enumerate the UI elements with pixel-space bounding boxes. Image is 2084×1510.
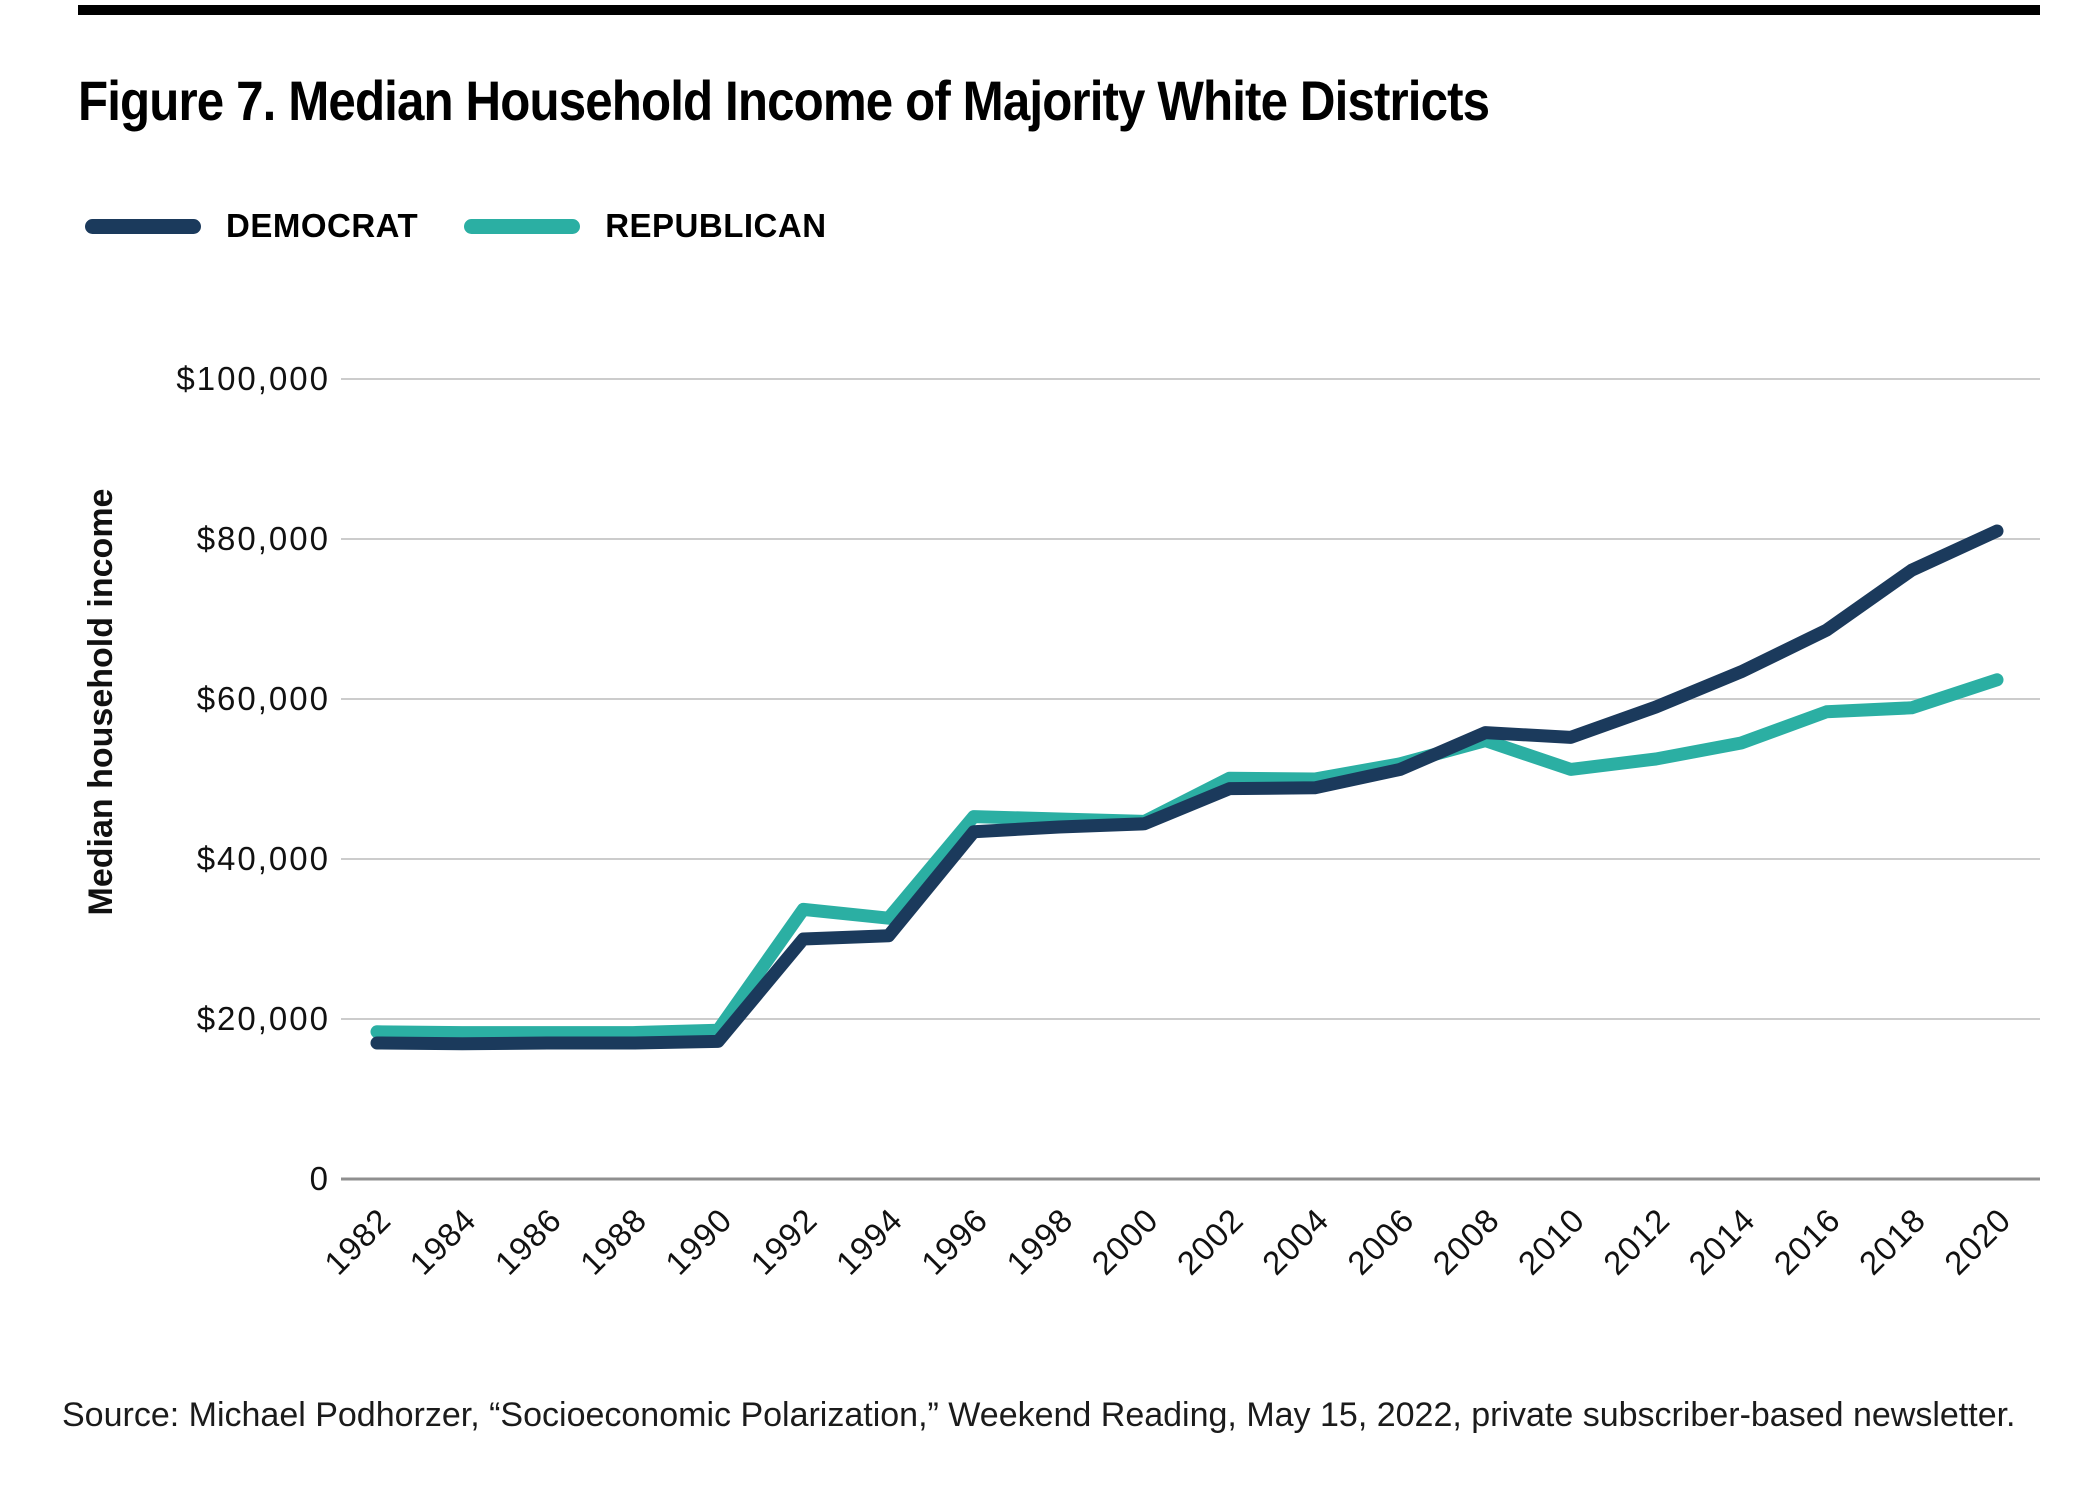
x-tick-label: 2012: [1596, 1201, 1677, 1282]
x-tick-label: 1994: [829, 1201, 910, 1282]
x-tick-label: 1984: [402, 1201, 483, 1282]
y-tick-label: $60,000: [197, 680, 330, 717]
republican-line-swatch: [464, 218, 581, 234]
x-tick-label: 1986: [488, 1201, 569, 1282]
x-tick-label: 2006: [1340, 1201, 1421, 1282]
y-tick-label: $80,000: [197, 520, 330, 557]
x-tick-label: 2016: [1767, 1201, 1848, 1282]
x-tick-label: 1990: [658, 1201, 739, 1282]
series-line-republican: [370, 673, 2004, 1040]
y-tick-label: $40,000: [197, 840, 330, 877]
y-tick-label: $100,000: [176, 360, 330, 397]
legend-item-republican: REPUBLICAN: [464, 207, 826, 245]
x-tick-label: 1998: [999, 1201, 1080, 1282]
y-axis-title: Median household income: [82, 489, 120, 916]
series-line-democrat: [370, 524, 2004, 1051]
x-tick-label: 2020: [1937, 1201, 2018, 1282]
x-tick-label: 2008: [1425, 1201, 1506, 1282]
chart-legend: DEMOCRAT REPUBLICAN: [85, 207, 827, 245]
democrat-line-swatch: [85, 218, 201, 234]
x-tick-label: 1982: [317, 1201, 398, 1282]
source-note: Source: Michael Podhorzer, “Socioeconomi…: [62, 1396, 2016, 1434]
x-tick-label: 2002: [1170, 1201, 1251, 1282]
x-tick-label: 1992: [743, 1201, 824, 1282]
figure-title: Figure 7. Median Household Income of Maj…: [78, 69, 1490, 132]
y-tick-label: $20,000: [197, 1000, 330, 1037]
x-tick-label: 1988: [573, 1201, 654, 1282]
x-tick-label: 2014: [1681, 1201, 1762, 1282]
x-tick-label: 1996: [914, 1201, 995, 1282]
y-tick-label: 0: [310, 1160, 330, 1197]
legend-label-republican: REPUBLICAN: [605, 207, 827, 244]
x-tick-label: 2000: [1084, 1201, 1165, 1282]
legend-label-democrat: DEMOCRAT: [226, 207, 419, 244]
top-rule: [78, 5, 2040, 15]
x-tick-label: 2010: [1511, 1201, 1592, 1282]
x-tick-label: 2004: [1255, 1201, 1336, 1282]
legend-item-democrat: DEMOCRAT: [85, 207, 418, 245]
x-tick-label: 2018: [1852, 1201, 1933, 1282]
